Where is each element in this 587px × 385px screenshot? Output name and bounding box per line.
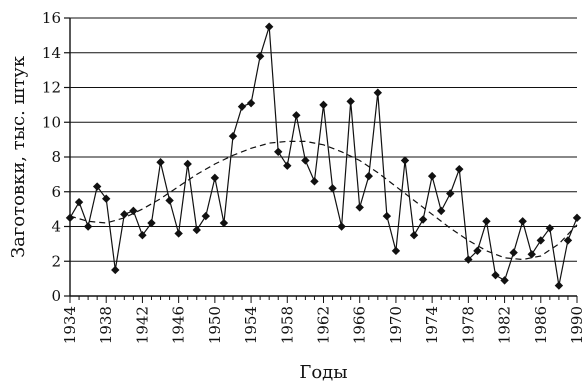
data-point-1943 (147, 218, 156, 228)
data-point-1966 (355, 203, 364, 212)
y-tick-label: 10 (42, 113, 61, 131)
y-axis-label: Заготовки, тыс. штук (8, 55, 29, 258)
data-point-1949 (201, 211, 211, 221)
x-tick-label: 1958 (278, 306, 296, 344)
data-point-1958 (283, 161, 292, 170)
data-point-1956 (264, 22, 274, 31)
y-tick-label: 4 (51, 218, 61, 236)
data-series-line (69, 26, 578, 287)
y-tick-label: 2 (51, 252, 61, 270)
data-point-1960 (301, 156, 310, 165)
data-point-1978 (464, 255, 473, 264)
data-point-1968 (373, 88, 383, 97)
data-point-1951 (219, 218, 229, 228)
data-point-1971 (400, 156, 410, 165)
x-axis-label: Годы (299, 362, 347, 383)
data-point-1990 (572, 213, 582, 223)
data-point-1936 (83, 222, 93, 231)
data-point-1944 (156, 158, 165, 167)
data-point-1965 (346, 97, 355, 106)
y-tick-label: 0 (51, 287, 61, 305)
data-point-1972 (409, 230, 419, 240)
x-tick-label: 1938 (97, 306, 115, 344)
data-point-1952 (228, 131, 238, 141)
y-tick-label: 14 (42, 44, 61, 62)
data-point-1989 (563, 236, 573, 245)
data-point-1935 (74, 197, 84, 207)
data-point-1954 (246, 98, 256, 108)
x-axis-ticks: 1934 1938 1942 1946 1950 1954 1958 1962 1966 1970… (61, 296, 586, 344)
x-tick-label: 1954 (242, 306, 260, 344)
data-point-1985 (527, 250, 536, 259)
data-point-1977 (455, 164, 464, 174)
x-tick-label: 1950 (206, 306, 224, 344)
data-point-1974 (427, 171, 437, 181)
data-point-1984 (518, 217, 527, 226)
x-tick-label: 1982 (496, 306, 514, 344)
x-tick-label: 1970 (387, 306, 405, 344)
data-point-1948 (192, 225, 201, 235)
data-point-1955 (255, 52, 265, 61)
data-point-1946 (174, 229, 183, 238)
x-tick-label: 1934 (61, 306, 79, 344)
data-point-1970 (391, 246, 401, 256)
data-point-1982 (500, 276, 509, 285)
data-point-1962 (319, 100, 328, 110)
y-tick-label: 6 (51, 183, 61, 201)
data-point-1983 (509, 248, 518, 257)
data-point-1947 (183, 159, 192, 169)
axes (69, 18, 577, 297)
data-point-1986 (536, 236, 545, 245)
data-point-1953 (237, 102, 247, 111)
data-point-1980 (482, 217, 491, 226)
x-tick-label: 1966 (351, 306, 369, 344)
data-point-1959 (292, 111, 301, 120)
data-point-1939 (111, 265, 120, 275)
x-tick-label: 1974 (423, 306, 441, 344)
data-point-1963 (328, 184, 337, 193)
data-point-1981 (491, 270, 500, 280)
data-point-1969 (382, 211, 392, 221)
x-tick-label: 1978 (459, 306, 477, 344)
trend-line (69, 140, 578, 261)
series-layer (65, 22, 582, 290)
data-point-1976 (446, 189, 455, 198)
y-axis-ticks: 0 2 4 6 8 10 12 14 16 (42, 9, 70, 305)
y-tick-label: 16 (42, 9, 61, 27)
data-point-1964 (337, 222, 346, 231)
data-point-1957 (274, 147, 283, 156)
y-tick-label: 12 (42, 79, 61, 97)
data-point-1988 (554, 281, 564, 290)
grid-lines (70, 17, 577, 297)
y-tick-label: 8 (51, 148, 61, 166)
data-point-1945 (165, 196, 174, 205)
data-point-1961 (310, 177, 319, 186)
data-point-1937 (92, 182, 102, 191)
data-point-1938 (102, 194, 111, 203)
data-point-1973 (418, 215, 428, 224)
data-point-1987 (545, 224, 555, 233)
x-tick-label: 1990 (568, 306, 586, 344)
data-point-1979 (473, 246, 482, 256)
x-tick-label: 1946 (170, 306, 188, 344)
x-tick-label: 1942 (133, 306, 151, 344)
data-point-1967 (364, 171, 373, 181)
data-point-1950 (210, 173, 220, 183)
x-tick-label: 1986 (532, 306, 550, 344)
data-point-1941 (129, 206, 138, 216)
data-point-1940 (120, 210, 129, 219)
data-point-1942 (138, 230, 147, 240)
data-point-1975 (436, 206, 446, 216)
x-tick-label: 1962 (315, 306, 333, 344)
